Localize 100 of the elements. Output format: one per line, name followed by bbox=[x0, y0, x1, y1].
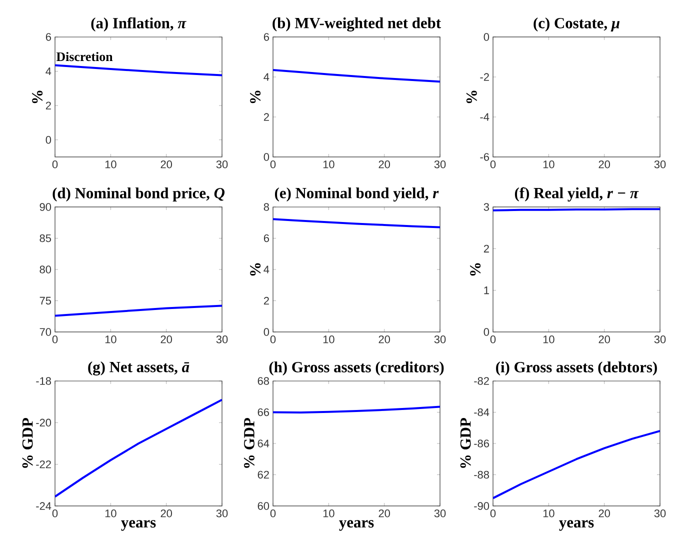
chart-title: (h) Gross assets (creditors) bbox=[269, 361, 444, 376]
x-axis-title: years bbox=[339, 520, 374, 531]
x-tick-label: 10 bbox=[323, 336, 334, 344]
chart-title: (g) Net assets, ā bbox=[88, 361, 190, 376]
y-tick-label: -84 bbox=[474, 408, 490, 416]
x-tick-label: 20 bbox=[598, 160, 610, 168]
x-tick-label: 10 bbox=[105, 336, 116, 344]
chart-title: (i) Gross assets (debtors) bbox=[496, 361, 657, 376]
x-tick-label: 30 bbox=[654, 510, 666, 518]
y-axis-title: % GDP bbox=[460, 418, 471, 468]
x-tick-label: 20 bbox=[598, 336, 610, 344]
y-tick-label: 8 bbox=[264, 203, 270, 211]
y-tick-label: 0 bbox=[484, 33, 490, 41]
y-tick-label: -2 bbox=[480, 73, 489, 81]
x-tick-label: 20 bbox=[160, 160, 172, 168]
y-tick-label: 0 bbox=[264, 328, 270, 336]
y-tick-label: 0 bbox=[46, 136, 52, 144]
y-tick-label: 2 bbox=[264, 296, 269, 305]
y-axis-title: % bbox=[32, 90, 43, 104]
y-axis-title: % bbox=[250, 90, 261, 104]
x-tick-label: 20 bbox=[160, 510, 172, 518]
x-tick-label: 0 bbox=[270, 510, 276, 518]
x-axis-title: years bbox=[121, 520, 156, 531]
x-tick-label: 10 bbox=[543, 336, 554, 344]
x-tick-label: 0 bbox=[52, 336, 58, 344]
y-tick-label: 70 bbox=[40, 328, 52, 336]
x-axis-title: years bbox=[559, 520, 594, 531]
x-tick-label: 0 bbox=[490, 336, 496, 344]
x-tick-label: 30 bbox=[654, 336, 666, 344]
chart-title: (c) Costate, μ bbox=[534, 17, 620, 32]
x-tick-label: 0 bbox=[490, 160, 496, 168]
y-tick-label: 4 bbox=[264, 73, 270, 81]
x-tick-label: 20 bbox=[378, 160, 390, 168]
y-tick-label: 2 bbox=[46, 102, 51, 110]
x-tick-label: 30 bbox=[434, 336, 446, 344]
x-tick-label: 20 bbox=[378, 510, 390, 518]
y-tick-label: 68 bbox=[258, 377, 269, 385]
y-tick-label: 75 bbox=[40, 296, 52, 305]
x-tick-label: 0 bbox=[52, 160, 58, 168]
x-tick-label: 10 bbox=[323, 160, 334, 168]
y-tick-label: 80 bbox=[40, 266, 52, 274]
y-tick-label: -20 bbox=[36, 418, 52, 427]
y-tick-label: 0 bbox=[264, 153, 270, 161]
x-tick-label: 0 bbox=[270, 160, 276, 168]
x-tick-label: 30 bbox=[434, 160, 446, 168]
y-tick-label: 4 bbox=[264, 266, 270, 274]
x-tick-label: 30 bbox=[216, 510, 228, 518]
y-tick-label: -6 bbox=[480, 153, 490, 161]
x-tick-label: 30 bbox=[654, 160, 666, 168]
line-series bbox=[55, 398, 222, 498]
y-tick-label: 66 bbox=[258, 408, 269, 416]
x-tick-label: 10 bbox=[543, 160, 554, 168]
y-axis-title: % bbox=[466, 90, 477, 104]
y-tick-label: -24 bbox=[36, 502, 52, 510]
y-tick-label: -88 bbox=[474, 470, 489, 479]
line-series bbox=[273, 218, 440, 228]
y-tick-label: 62 bbox=[258, 470, 269, 479]
y-tick-label: -86 bbox=[474, 440, 489, 448]
x-tick-label: 10 bbox=[543, 510, 554, 518]
x-tick-label: 20 bbox=[598, 510, 610, 518]
y-tick-label: -22 bbox=[36, 460, 51, 468]
x-tick-label: 20 bbox=[160, 336, 172, 344]
y-tick-label: 60 bbox=[258, 502, 270, 510]
y-axis-title: % bbox=[470, 263, 481, 276]
y-tick-label: 0 bbox=[484, 328, 490, 336]
y-tick-label: -18 bbox=[36, 377, 51, 385]
y-tick-label: 4 bbox=[46, 68, 52, 76]
y-tick-label: 2 bbox=[484, 244, 489, 252]
y-tick-label: 90 bbox=[40, 203, 52, 211]
y-tick-label: 85 bbox=[40, 234, 52, 242]
x-tick-label: 30 bbox=[216, 336, 228, 344]
x-tick-label: 0 bbox=[490, 510, 496, 518]
y-tick-label: -82 bbox=[474, 377, 489, 385]
x-tick-label: 0 bbox=[270, 336, 276, 344]
y-tick-label: 2 bbox=[264, 113, 269, 121]
y-tick-label: 6 bbox=[264, 234, 270, 242]
x-tick-label: 20 bbox=[378, 336, 390, 344]
x-tick-label: 0 bbox=[52, 510, 58, 518]
chart-title: (e) Nominal bond yield, r bbox=[274, 187, 439, 202]
chart-title: (d) Nominal bond price, Q bbox=[52, 187, 225, 202]
x-tick-label: 10 bbox=[105, 510, 116, 518]
y-tick-label: 1 bbox=[484, 286, 489, 294]
chart-title: (a) Inflation, π bbox=[91, 17, 186, 32]
x-tick-label: 30 bbox=[216, 160, 228, 168]
y-tick-label: 64 bbox=[258, 440, 270, 448]
x-tick-label: 30 bbox=[434, 510, 446, 518]
annotation: Discretion bbox=[56, 52, 113, 62]
line-series bbox=[493, 430, 660, 500]
y-tick-label: -4 bbox=[480, 113, 490, 121]
x-tick-label: 10 bbox=[323, 510, 334, 518]
chart-title: (f) Real yield, r − π bbox=[514, 187, 639, 202]
y-axis-title: % bbox=[250, 263, 261, 276]
y-tick-label: -90 bbox=[474, 502, 490, 510]
y-axis-title: % GDP bbox=[244, 418, 254, 468]
y-axis-title: % GDP bbox=[22, 418, 33, 468]
chart-title: (b) MV-weighted net debt bbox=[272, 17, 441, 32]
y-tick-label: 6 bbox=[264, 33, 270, 41]
x-tick-label: 10 bbox=[105, 160, 116, 168]
y-tick-label: 3 bbox=[484, 203, 490, 211]
y-tick-label: 6 bbox=[46, 33, 52, 41]
